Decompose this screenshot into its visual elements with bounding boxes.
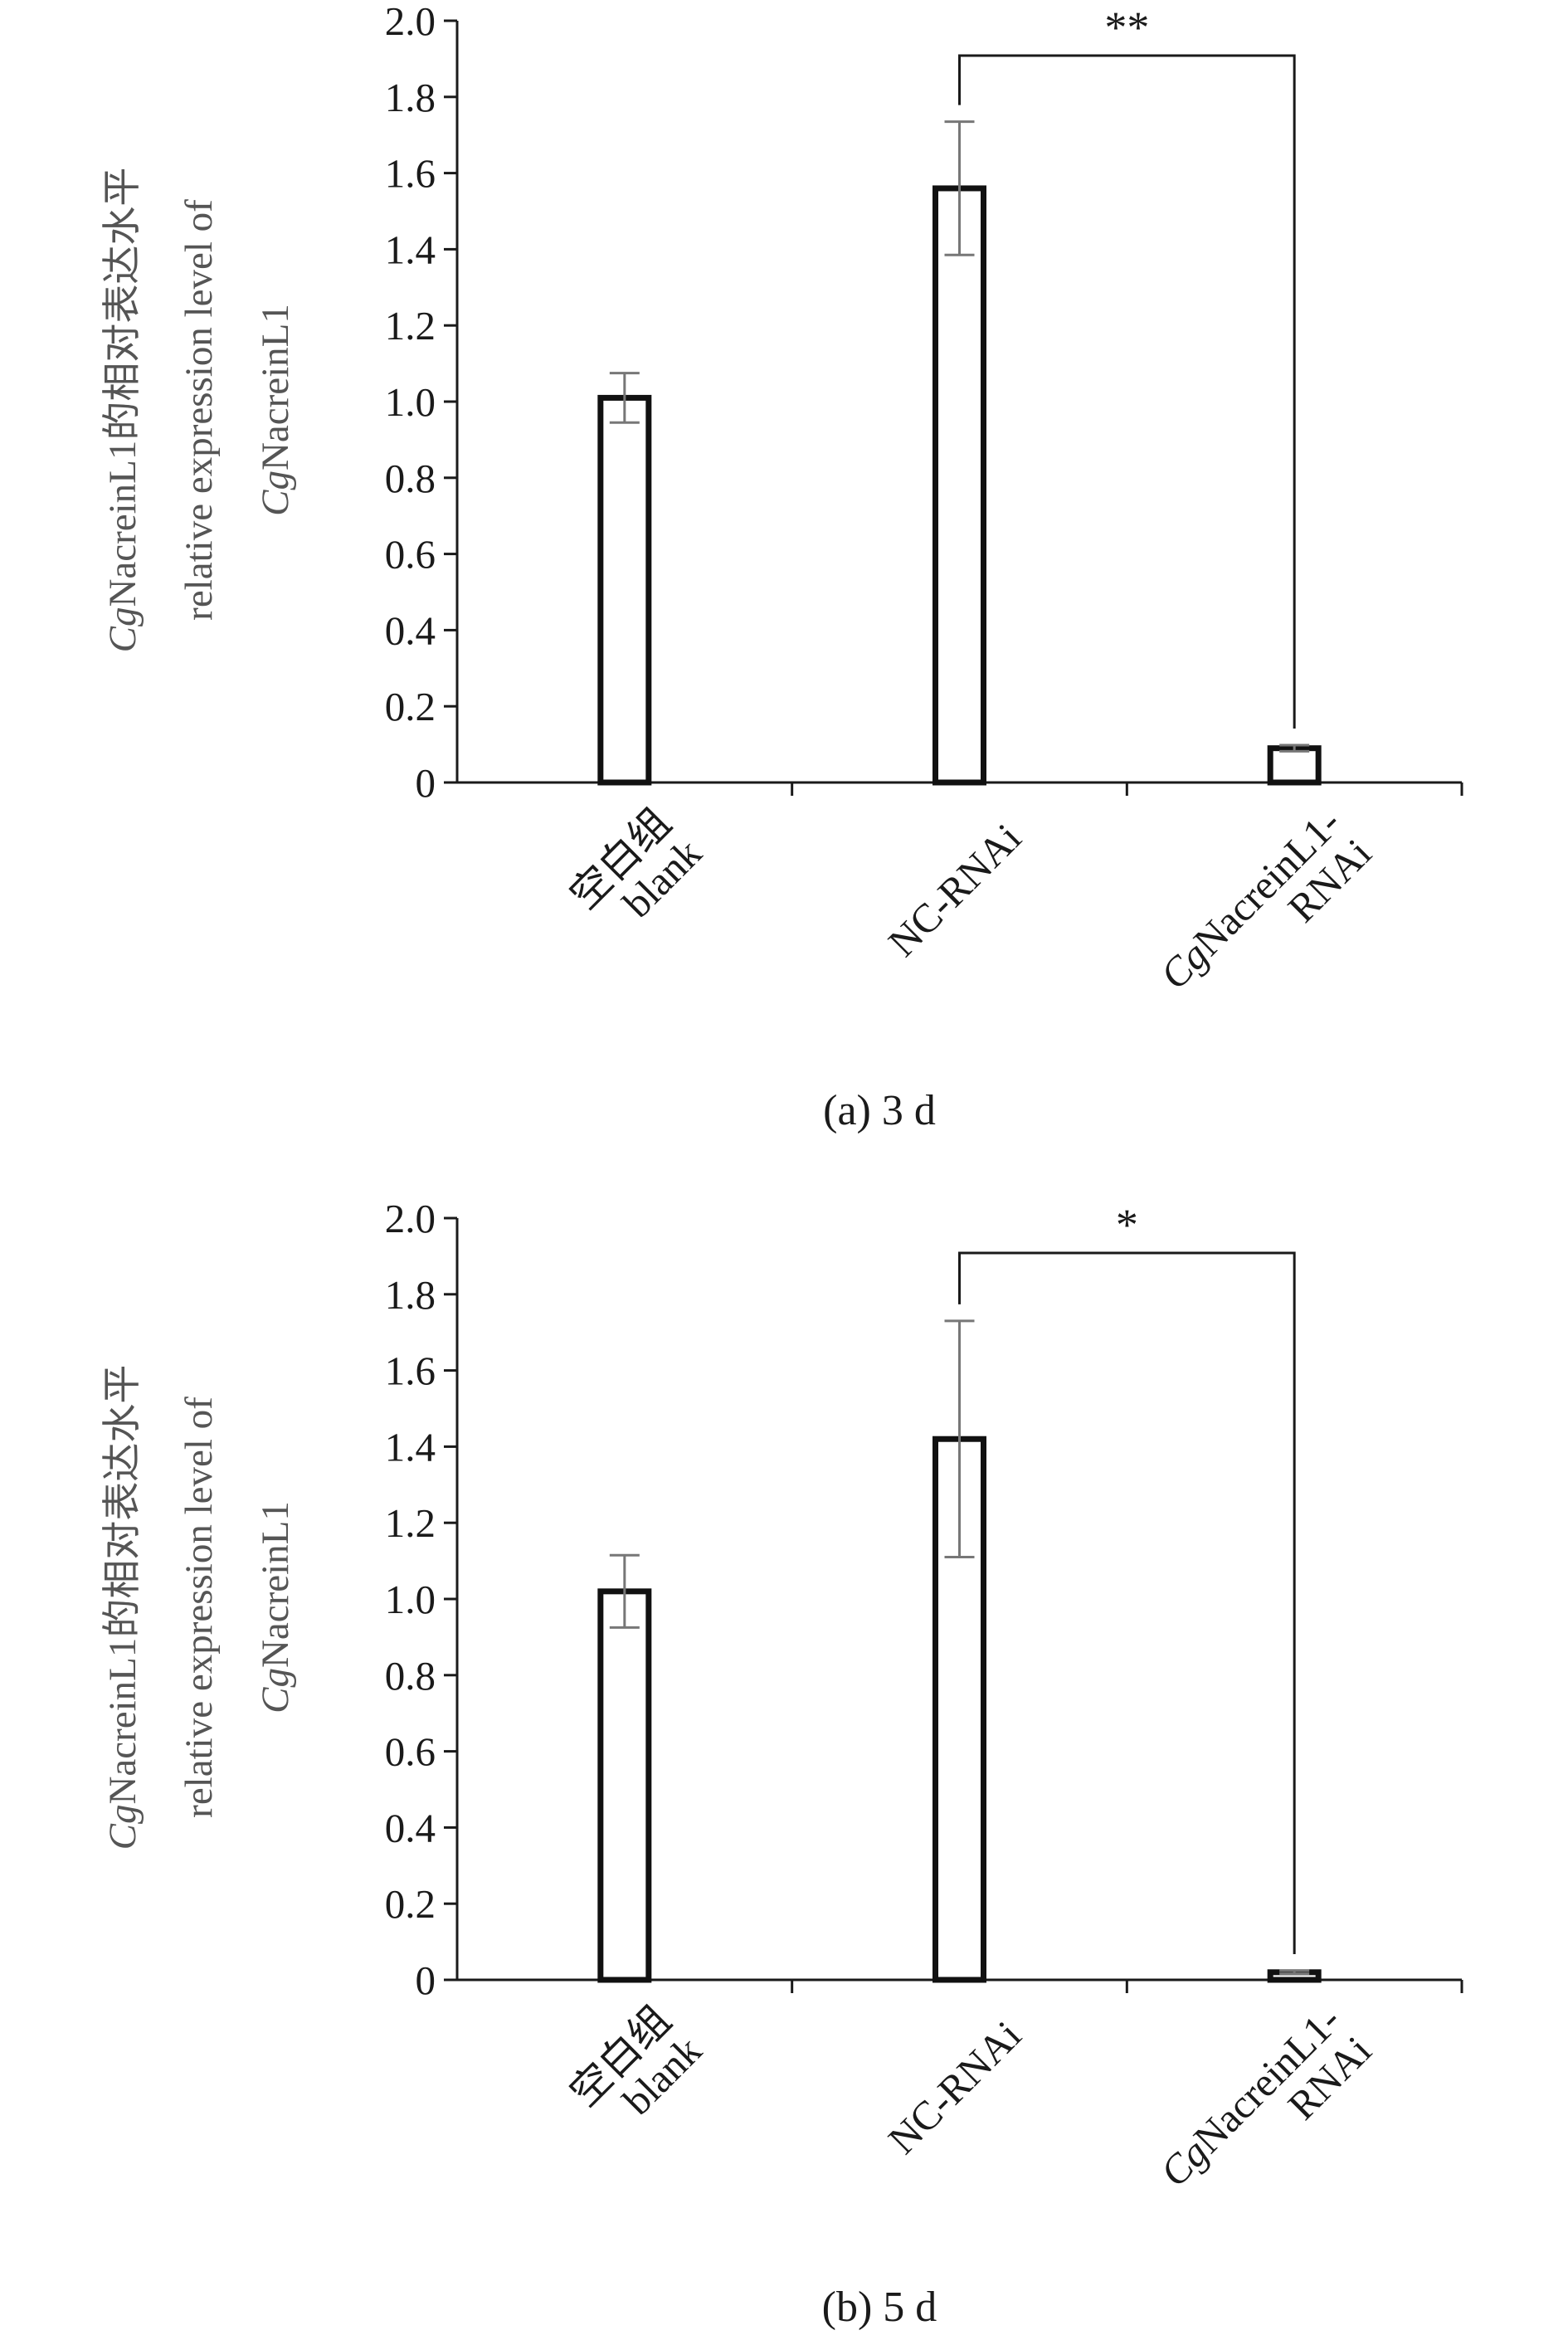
- error-bar: [1279, 1969, 1310, 1976]
- y-axis-title-line: CgNacreinL1: [254, 304, 297, 516]
- y-tick-label: 0: [416, 1957, 436, 2003]
- y-axis-title-line: CgNacreinL1: [254, 1501, 297, 1713]
- error-bar: [609, 1553, 640, 1629]
- x-category-label: CgNacreinL1-RNAi: [1152, 800, 1381, 998]
- error-bar: [944, 120, 975, 256]
- y-axis-title: CgNacreinL1的相对表达水平 relative expression le…: [101, 168, 297, 653]
- significance-label: **: [1104, 2, 1149, 52]
- bar: [597, 394, 652, 786]
- bar: [597, 1588, 652, 1983]
- significance-label: *: [1116, 1200, 1138, 1250]
- y-axis-title-line: relative expression level of: [178, 199, 221, 621]
- y-axis-title-line: CgNacreinL1的相对表达水平: [101, 168, 144, 653]
- y-tick-label: 0.8: [385, 1653, 436, 1699]
- y-tick-label: 0.2: [385, 684, 436, 729]
- y-tick-label: 1.4: [385, 1424, 436, 1470]
- panel-caption: (b) 5 d: [822, 2284, 937, 2331]
- y-tick-label: 0.8: [385, 456, 436, 501]
- y-axis-title-line: CgNacreinL1的相对表达水平: [101, 1365, 144, 1850]
- x-category-label: CgNacreinL1-RNAi: [1152, 1997, 1381, 2196]
- significance-bracket: [958, 54, 1296, 729]
- y-tick-label: 1.8: [385, 75, 436, 120]
- y-axis-title: CgNacreinL1的相对表达水平 relative expression le…: [101, 1365, 297, 1850]
- y-tick-label: 1.0: [385, 379, 436, 425]
- y-tick-label: 0.2: [385, 1881, 436, 1927]
- y-tick-label: 2.0: [385, 0, 436, 44]
- y-axis-title-line: relative expression level of: [178, 1397, 221, 1818]
- y-tick-label: 0.4: [385, 1805, 436, 1850]
- error-bar: [944, 1319, 975, 1559]
- y-tick-label: 1.2: [385, 303, 436, 349]
- error-bar: [609, 372, 640, 424]
- x-category-label-line: NC-RNAi: [879, 815, 1030, 965]
- y-tick-label: 1.0: [385, 1577, 436, 1622]
- y-tick-label: 0.6: [385, 532, 436, 578]
- y-tick-label: 1.6: [385, 1348, 436, 1394]
- panel-caption: (a) 3 d: [823, 1087, 936, 1134]
- chart-panel-a: 0 0.2 0.4 0.6 0.8 1.0 1.2 1.4 1.6 1.8 2.0 ** 空白组blan…: [101, 0, 1463, 1134]
- significance-bracket: [958, 1251, 1296, 1954]
- y-tick-label: 1.8: [385, 1272, 436, 1318]
- y-tick-label: 1.6: [385, 151, 436, 197]
- chart-panel-b: 0 0.2 0.4 0.6 0.8 1.0 1.2 1.4 1.6 1.8 2.0 * 空白组blank…: [101, 1196, 1463, 2331]
- y-tick-label: 0.4: [385, 607, 436, 653]
- x-category-label: NC-RNAi: [879, 2012, 1030, 2162]
- error-bar: [1279, 743, 1310, 753]
- y-tick-label: 1.2: [385, 1500, 436, 1546]
- y-tick-label: 0.6: [385, 1729, 436, 1775]
- y-tick-label: 0: [416, 760, 436, 806]
- x-category-label-line: NC-RNAi: [879, 2012, 1030, 2162]
- y-tick-label: 1.4: [385, 227, 436, 272]
- y-tick-label: 2.0: [385, 1196, 436, 1241]
- bar: [933, 185, 986, 786]
- x-category-label: NC-RNAi: [879, 815, 1030, 965]
- bar: [1267, 745, 1322, 786]
